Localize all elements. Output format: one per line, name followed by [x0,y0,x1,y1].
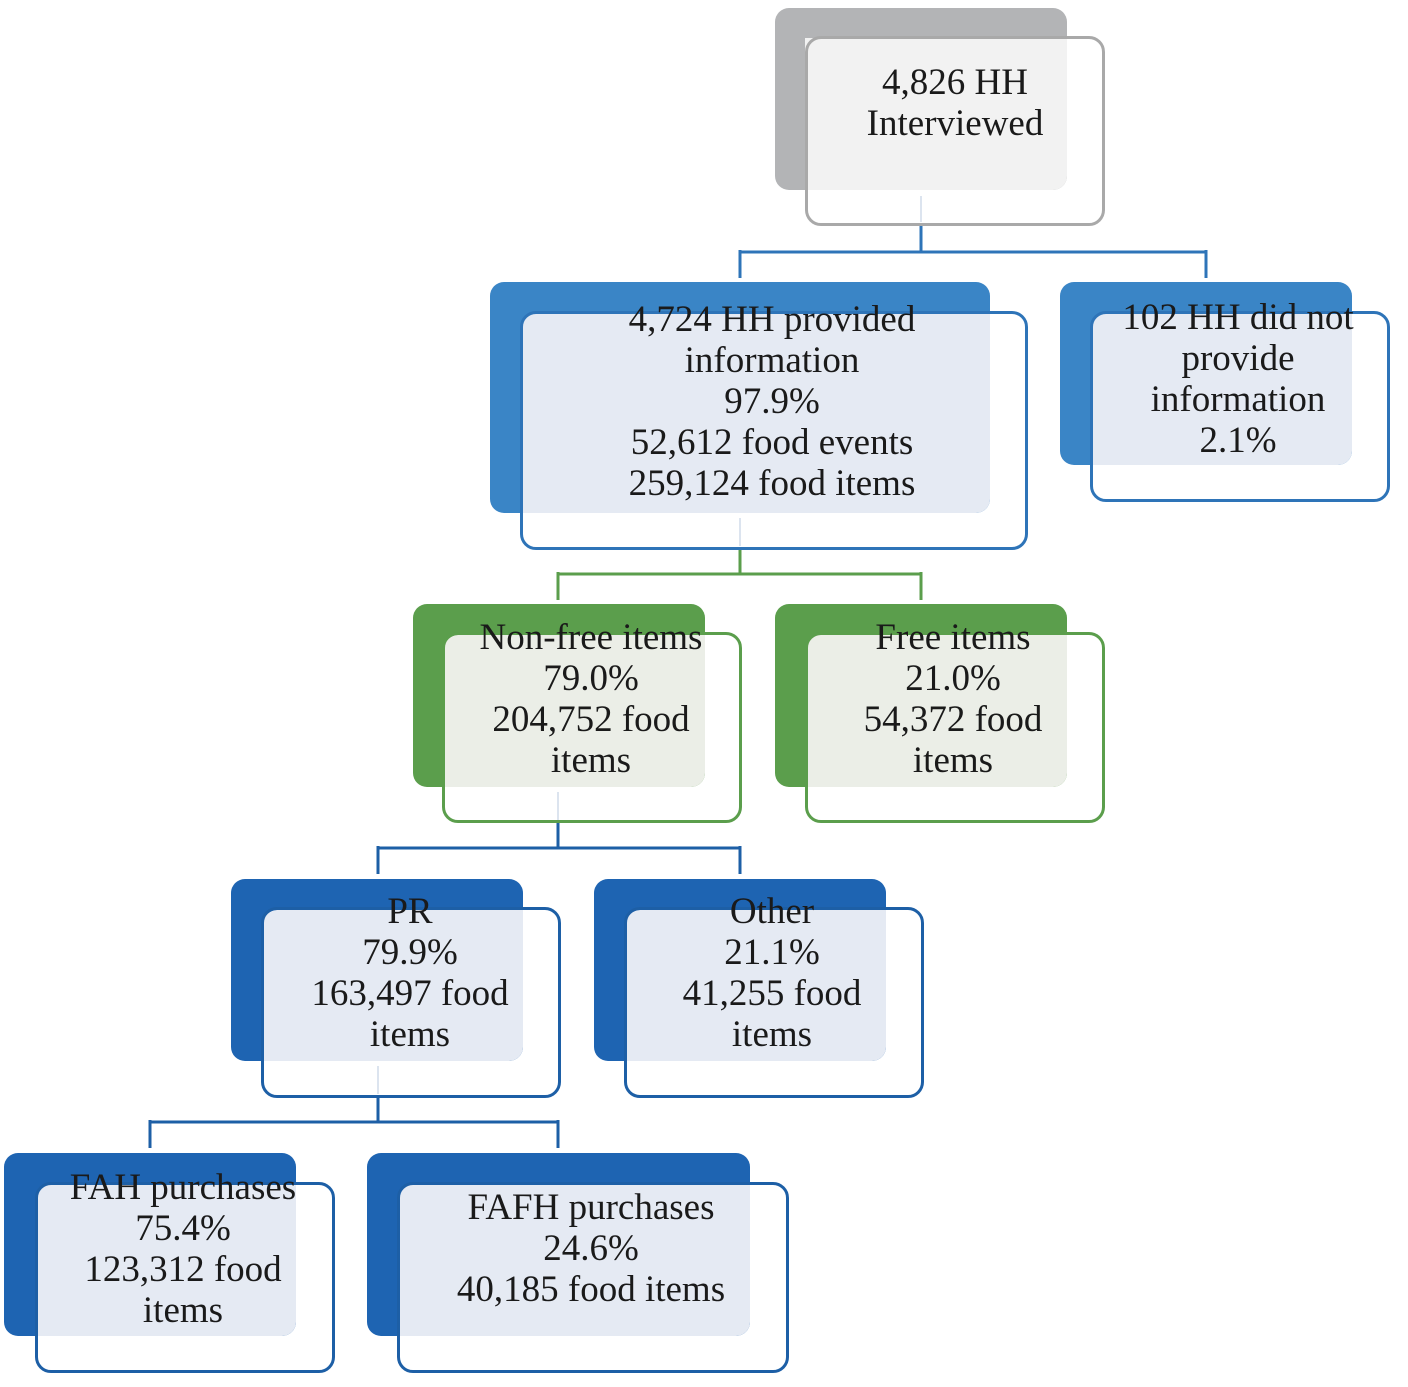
node-free-line-2: 21.0% [905,658,1001,699]
node-pr-text: PR 79.9% 163,497 food items [260,891,560,1055]
node-fafh-line-2: 24.6% [543,1228,639,1269]
node-non-free-border [442,632,742,823]
node-provided-info-line-2: information [684,340,860,381]
node-other-line-3: 41,255 food [682,973,862,1014]
node-not-provided-line-3: information [1150,379,1326,420]
node-free-fill [806,635,1067,787]
node-provided-info-border [520,311,1028,550]
node-interviewed-line-2: Interviewed [866,103,1044,144]
node-other-line-4: items [731,1014,813,1055]
node-fafh-border [397,1182,789,1373]
node-fah-line-2: 75.4% [135,1208,231,1249]
node-fafh-line-3: 40,185 food items [456,1269,726,1310]
node-pr-line-2: 79.9% [362,932,458,973]
node-provided-info-text: 4,724 HH provided information 97.9% 52,6… [520,299,1024,504]
node-provided-info-fill [521,313,990,513]
node-fah-border [35,1182,335,1373]
node-not-provided-text: 102 HH did not provide information 2.1% [1088,297,1388,461]
node-fah-line-1: FAH purchases [69,1167,297,1208]
node-other-line-1: Other [729,891,815,932]
node-non-free-fill [444,635,705,787]
node-pr-line-1: PR [387,891,433,932]
connector-provided-info [556,548,923,600]
node-interviewed-border [805,36,1105,226]
node-not-provided-fill [1091,313,1352,465]
node-fafh-line-1: FAFH purchases [467,1187,715,1228]
node-non-free-line-3: 204,752 food [492,699,690,740]
node-provided-info-line-3: 97.9% [724,381,820,422]
node-provided-info-line-5: 259,124 food items [628,463,916,504]
node-provided-info-line-1: 4,724 HH provided [628,299,916,340]
node-free-border [805,632,1105,823]
node-non-free-line-1: Non-free items [479,617,703,658]
node-free-line-3: 54,372 food [863,699,1043,740]
node-other-text: Other 21.1% 41,255 food items [622,891,922,1055]
node-interviewed-text: 4,826 HH Interviewed [805,62,1105,144]
node-other-border [624,907,924,1098]
node-provided-info-line-4: 52,612 food events [630,422,914,463]
node-interviewed-line-1: 4,826 HH [882,62,1028,103]
node-non-free-text: Non-free items 79.0% 204,752 food items [441,617,741,781]
node-free-line-4: items [912,740,994,781]
node-pr-line-4: items [369,1014,451,1055]
node-pr-border [261,907,561,1098]
node-not-provided-border [1090,311,1390,502]
node-pr-line-3: 163,497 food [311,973,509,1014]
node-free-line-1: Free items [875,617,1031,658]
node-other-fill [626,910,886,1061]
connector-pr [148,1096,560,1148]
node-fafh-fill [399,1184,750,1336]
node-free-text: Free items 21.0% 54,372 food items [803,617,1103,781]
node-fah-text: FAH purchases 75.4% 123,312 food items [33,1167,333,1331]
node-non-free-line-4: items [550,740,632,781]
node-fah-line-4: items [142,1290,224,1331]
node-fah-fill [37,1184,296,1336]
node-not-provided-line-4: 2.1% [1199,420,1277,461]
node-interviewed-fill [805,38,1067,190]
node-non-free-line-2: 79.0% [543,658,639,699]
node-not-provided-line-1: 102 HH did not [1122,297,1354,338]
node-fafh-text: FAFH purchases 24.6% 40,185 food items [396,1187,786,1310]
connector-interviewed [738,225,1208,278]
node-other-line-2: 21.1% [724,932,820,973]
node-not-provided-line-2: provide [1181,338,1295,379]
node-pr-fill [263,910,523,1061]
connector-non-free [376,822,742,874]
node-fah-line-3: 123,312 food [84,1249,282,1290]
